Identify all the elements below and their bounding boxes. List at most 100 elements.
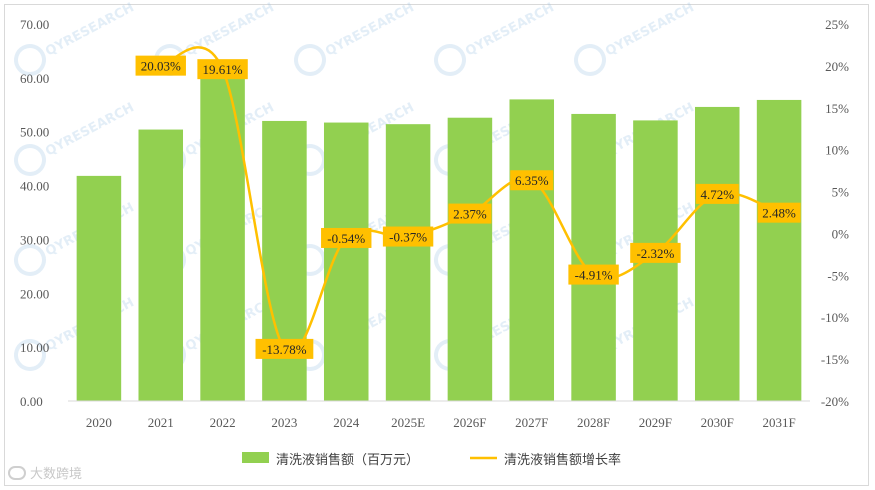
watermark-text: QYRESEARCH bbox=[323, 0, 417, 59]
x-tick-label: 2024 bbox=[333, 415, 360, 430]
data-label-box bbox=[510, 170, 554, 191]
chart-frame bbox=[4, 4, 869, 486]
y-left-tick-label: 20.00 bbox=[20, 286, 49, 301]
bar bbox=[694, 106, 740, 401]
data-labels: 20.03% 19.61% -13.78% -0.54% -0.37% 2.37% 6.35… bbox=[135, 55, 801, 359]
y-right-tick-label: -10% bbox=[821, 310, 849, 325]
data-label-box bbox=[382, 226, 434, 247]
watermark-item: QYRESEARCH bbox=[294, 0, 417, 76]
y-left-tick-label: 60.00 bbox=[20, 71, 49, 86]
watermark-text: QYRESEARCH bbox=[463, 0, 557, 59]
x-tick-label: 2027F bbox=[515, 415, 548, 430]
bar bbox=[262, 120, 307, 401]
data-label-text: 19.61% bbox=[203, 62, 243, 77]
bar bbox=[756, 99, 802, 401]
watermark-icon bbox=[13, 339, 46, 371]
x-tick-label: 2025E bbox=[391, 415, 425, 430]
x-tick-label: 2028F bbox=[577, 415, 610, 430]
data-label: 20.03% bbox=[135, 55, 186, 76]
watermark-text: QYRESEARCH bbox=[183, 0, 277, 59]
y-left-tick-label: 30.00 bbox=[20, 232, 49, 247]
data-label-box bbox=[255, 338, 314, 359]
data-label: 19.61% bbox=[197, 59, 248, 80]
x-tick-label: 2030F bbox=[701, 415, 734, 430]
logo-text: 大数跨境 bbox=[30, 467, 83, 482]
data-label-box bbox=[695, 183, 739, 204]
data-label-box bbox=[135, 55, 186, 76]
data-label: -0.37% bbox=[382, 226, 434, 247]
bar bbox=[76, 175, 122, 401]
data-label-text: -0.54% bbox=[327, 231, 365, 246]
data-label: 6.35% bbox=[510, 170, 554, 191]
data-label-box bbox=[448, 203, 492, 224]
data-label: -4.91% bbox=[568, 264, 619, 285]
y-right-tick-label: 5% bbox=[832, 185, 850, 200]
watermark-item: QYRESEARCH bbox=[434, 0, 557, 76]
x-tick-label: 2020 bbox=[86, 415, 112, 430]
data-label-box bbox=[197, 59, 248, 80]
y-left-tick-label: 40.00 bbox=[20, 179, 49, 194]
x-tick-label: 2026F bbox=[453, 415, 486, 430]
data-label: -2.32% bbox=[630, 242, 681, 263]
y-right-tick-label: -5% bbox=[827, 268, 849, 283]
data-label-text: 4.72% bbox=[700, 187, 734, 202]
y-left-tick-label: 70.00 bbox=[20, 17, 49, 32]
watermark-icon bbox=[13, 244, 46, 276]
watermark-icon bbox=[13, 44, 46, 76]
x-tick-label: 2031F bbox=[762, 415, 795, 430]
x-tick-label: 2021 bbox=[148, 415, 174, 430]
watermark-text: QYRESEARCH bbox=[43, 100, 137, 159]
data-label-box bbox=[321, 227, 372, 248]
data-label-text: -2.32% bbox=[636, 246, 674, 261]
data-label-text: 2.48% bbox=[762, 206, 796, 221]
data-label: 2.48% bbox=[757, 202, 801, 223]
watermark-icon bbox=[294, 44, 326, 76]
y-right-tick-label: -15% bbox=[821, 352, 849, 367]
data-label-box bbox=[568, 264, 619, 285]
watermark-icon bbox=[434, 44, 466, 76]
legend: 清洗液销售额（百万元） 清洗液销售额增长率 bbox=[242, 452, 621, 468]
y-left-tick-label: 0.00 bbox=[20, 394, 43, 409]
brand-logo: 大数跨境 bbox=[8, 463, 82, 482]
bar bbox=[323, 122, 369, 402]
data-label: -0.54% bbox=[321, 227, 372, 248]
y-left-tick-label: 10.00 bbox=[20, 340, 49, 355]
legend-swatch-bar bbox=[242, 452, 269, 463]
y-right-tick-label: 10% bbox=[825, 143, 849, 158]
x-tick-label: 2029F bbox=[639, 415, 672, 430]
y-right-tick-label: 15% bbox=[825, 101, 849, 116]
data-label-text: -0.37% bbox=[389, 230, 427, 245]
bar bbox=[138, 129, 184, 401]
y-right-tick-label: -20% bbox=[821, 394, 849, 409]
data-label: 4.72% bbox=[695, 183, 739, 204]
data-label: -13.78% bbox=[255, 338, 314, 359]
y-right-tick-label: 20% bbox=[825, 59, 849, 74]
data-label-text: -13.78% bbox=[262, 342, 307, 357]
y-right-tick-label: 0% bbox=[832, 226, 850, 241]
legend-label-bar: 清洗液销售额（百万元） bbox=[276, 452, 419, 468]
data-label-box bbox=[630, 242, 681, 263]
data-label: 2.37% bbox=[448, 203, 492, 224]
bar bbox=[509, 99, 555, 402]
watermark-icon bbox=[574, 44, 606, 76]
watermark-item: QYRESEARCH bbox=[13, 0, 137, 76]
bar-series bbox=[76, 76, 802, 402]
bar bbox=[447, 117, 493, 401]
watermark-item: QYRESEARCH bbox=[574, 0, 697, 76]
x-tick-label: 2023 bbox=[271, 415, 297, 430]
data-label-text: -4.91% bbox=[575, 268, 613, 283]
data-label-text: 6.35% bbox=[515, 173, 549, 188]
watermark-text: QYRESEARCH bbox=[603, 0, 697, 59]
watermark-text: QYRESEARCH bbox=[43, 0, 137, 59]
data-label-text: 20.03% bbox=[141, 59, 181, 74]
y-left-tick-label: 50.00 bbox=[20, 125, 49, 140]
x-tick-label: 2022 bbox=[210, 415, 236, 430]
y-right-tick-label: 25% bbox=[825, 17, 849, 32]
data-label-text: 2.37% bbox=[453, 207, 487, 222]
logo-icon bbox=[8, 465, 26, 480]
axes-layer: 0.00 10.00 20.00 30.00 40.00 50.00 60.00 70.00 -… bbox=[20, 17, 849, 430]
watermark-icon bbox=[13, 144, 46, 176]
data-label-box bbox=[757, 202, 801, 223]
bar bbox=[385, 124, 431, 401]
